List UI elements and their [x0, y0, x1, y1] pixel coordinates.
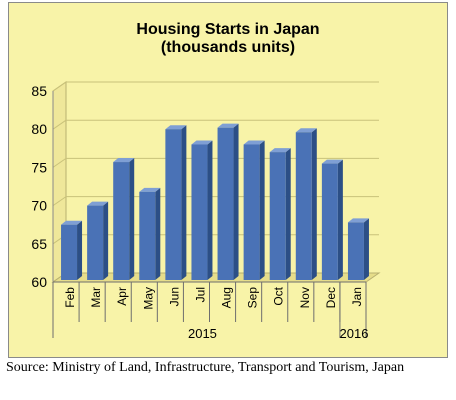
year-group-label: 2016 [340, 326, 369, 341]
x-tick-label: Apr [115, 287, 129, 306]
gridline-connector [52, 157, 67, 168]
bar [243, 144, 260, 280]
x-tick-label: Jul [193, 287, 207, 302]
bar [87, 205, 104, 280]
bar-side [77, 220, 83, 280]
bar-top [87, 201, 109, 206]
gridline-connector [52, 81, 67, 92]
x-tick-label: Mar [89, 287, 103, 308]
bar-side [103, 201, 109, 280]
bar [61, 224, 78, 280]
bar-top [139, 187, 161, 192]
x-tick-label: May [141, 287, 155, 310]
y-tick-label: 85 [31, 83, 47, 99]
y-tick-label: 70 [31, 198, 47, 214]
x-tick-label: Jan [350, 287, 364, 306]
bar [347, 222, 364, 280]
x-tick-label: Sep [246, 287, 260, 309]
y-tick-label: 60 [31, 274, 47, 290]
x-tick-label: Feb [63, 287, 77, 308]
bar-side [285, 148, 291, 280]
bar-side [129, 158, 135, 280]
bar-top [165, 125, 187, 130]
x-tick-label: Aug [220, 287, 234, 308]
bar-side [311, 128, 317, 280]
bar-top [113, 158, 135, 163]
bar [217, 127, 234, 280]
x-tick-label: Jun [167, 287, 181, 306]
chart-frame: Housing Starts in Japan (thousands units… [8, 2, 448, 358]
chart-title: Housing Starts in Japan [136, 21, 320, 38]
bar-side [155, 187, 161, 280]
bar [139, 191, 156, 280]
bar-top [191, 140, 213, 145]
chart-subtitle: (thousands units) [160, 39, 296, 56]
x-tick-label: Nov [298, 287, 312, 308]
bar-top [269, 148, 291, 153]
gridline-connector [52, 196, 67, 207]
bar [321, 163, 338, 280]
bar-top [347, 218, 369, 223]
y-tick-label: 65 [31, 236, 47, 252]
bar-side [181, 125, 187, 280]
source-note-text: Source: Ministry of Land, Infrastructure… [6, 360, 405, 375]
y-tick-label: 80 [31, 121, 47, 137]
bar-top [61, 220, 83, 225]
y-tick-label: 75 [31, 159, 47, 175]
x-tick-label: Oct [272, 286, 286, 305]
bar-side [207, 140, 213, 280]
bar [295, 132, 312, 280]
bar [113, 162, 130, 280]
bar-side [259, 140, 265, 280]
bar-side [233, 123, 239, 280]
bar [269, 152, 286, 280]
bar-side [363, 218, 369, 280]
bar-top [217, 123, 239, 128]
year-group-label: 2015 [188, 326, 217, 341]
bar-side [337, 159, 343, 280]
bar-top [295, 128, 317, 133]
bar [165, 129, 182, 280]
gridline-connector [52, 119, 67, 130]
bar-chart: 60 65 70 75 80 85 Feb Mar Apr May Jun Jul Aug Sep Oct N… [31, 81, 381, 341]
bar-top [243, 140, 265, 145]
bar [191, 144, 208, 280]
bar-top [321, 159, 343, 164]
source-note: Source: Ministry of Land, Infrastructure… [6, 359, 451, 376]
x-tick-label: Dec [324, 287, 338, 308]
